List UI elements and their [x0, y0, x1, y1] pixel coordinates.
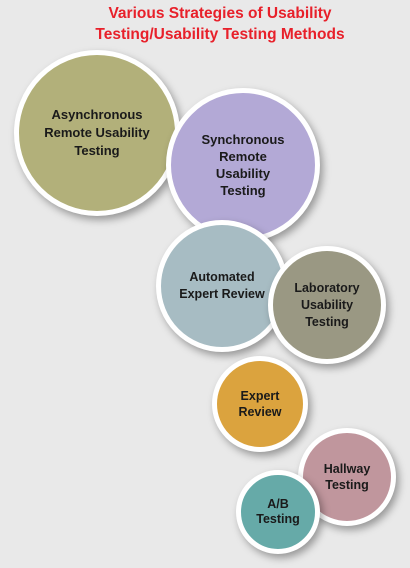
method-label: Laboratory Usability Testing	[294, 280, 360, 329]
title-line-1: Various Strategies of Usability	[108, 5, 332, 22]
method-circle-laboratory-usability-testing: Laboratory Usability Testing	[268, 246, 386, 364]
method-circle-expert-review: Expert Review	[212, 356, 308, 452]
method-label: Synchronous Remote Usability Testing	[201, 132, 285, 198]
method-circle-synchronous-remote-usability-testing: Synchronous Remote Usability Testing	[166, 88, 320, 242]
title-line-2: Testing/Usability Testing Methods	[95, 26, 345, 43]
method-label: Asynchronous Remote Usability Testing	[44, 107, 150, 158]
method-label: Automated Expert Review	[179, 270, 265, 301]
method-label: Expert Review	[238, 389, 282, 419]
method-circle-automated-expert-review: Automated Expert Review	[156, 220, 288, 352]
page-title: Various Strategies of Usability Testing/…	[0, 3, 410, 45]
method-label: Hallway Testing	[323, 462, 371, 492]
method-label: A/B Testing	[256, 497, 300, 526]
method-circle-ab-testing: A/B Testing	[236, 470, 320, 554]
method-circle-asynchronous-remote-usability-testing: Asynchronous Remote Usability Testing	[14, 50, 180, 216]
